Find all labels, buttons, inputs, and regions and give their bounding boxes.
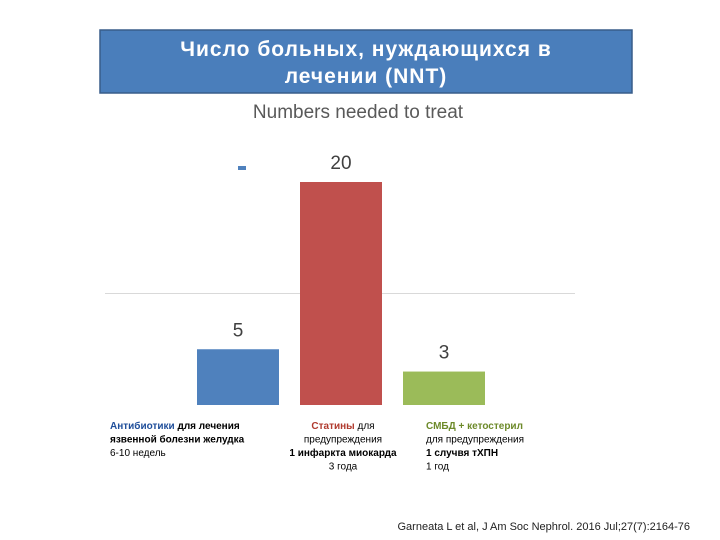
chart-title: Numbers needed to treat xyxy=(253,102,464,123)
label-segment: СМБД + кетостерил xyxy=(426,421,523,432)
label-segment: 1 инфаркта миокарда xyxy=(289,447,397,459)
category-label-line: язвенной болезни желудка xyxy=(110,433,245,445)
category-label-line: Статины для xyxy=(311,421,374,432)
category-label-line: Антибиотики для лечения xyxy=(110,420,240,432)
category-label-line: предупреждения xyxy=(304,434,382,445)
label-segment: Антибиотики xyxy=(110,420,175,432)
label-segment: для предупреждения xyxy=(426,434,524,445)
label-segment: 1 случвя тХПН xyxy=(426,448,498,459)
label-segment: 1 год xyxy=(426,461,449,472)
category-label-line: 1 год xyxy=(426,461,449,472)
label-segment: для xyxy=(355,421,375,432)
category-label-line: для предупреждения xyxy=(426,434,524,445)
category-label-line: 3 года xyxy=(329,461,358,472)
bar xyxy=(300,182,382,405)
category-label-line: 1 случвя тХПН xyxy=(426,448,498,459)
label-segment: предупреждения xyxy=(304,434,382,445)
label-segment: 6-10 недель xyxy=(110,448,166,459)
label-segment: Статины xyxy=(311,421,354,432)
data-label: 3 xyxy=(439,343,450,364)
label-segment: для лечения xyxy=(175,421,240,432)
header-box xyxy=(99,29,633,94)
bar xyxy=(197,349,279,405)
category-label-line: 1 инфаркта миокарда xyxy=(289,447,397,459)
category-label-line: 6-10 недель xyxy=(110,448,166,459)
label-segment: язвенной болезни желудка xyxy=(110,433,245,445)
legend-marker xyxy=(238,166,246,170)
category-label-line: СМБД + кетостерил xyxy=(426,421,523,432)
citation: Garneata L et al, J Am Soc Nephrol. 2016… xyxy=(398,521,691,533)
bar xyxy=(403,371,485,405)
data-label: 20 xyxy=(330,153,351,174)
data-label: 5 xyxy=(233,320,244,341)
label-segment: 3 года xyxy=(329,461,358,472)
header-title: Число больных, нуждающихся в лечении (NNT… xyxy=(180,38,551,88)
